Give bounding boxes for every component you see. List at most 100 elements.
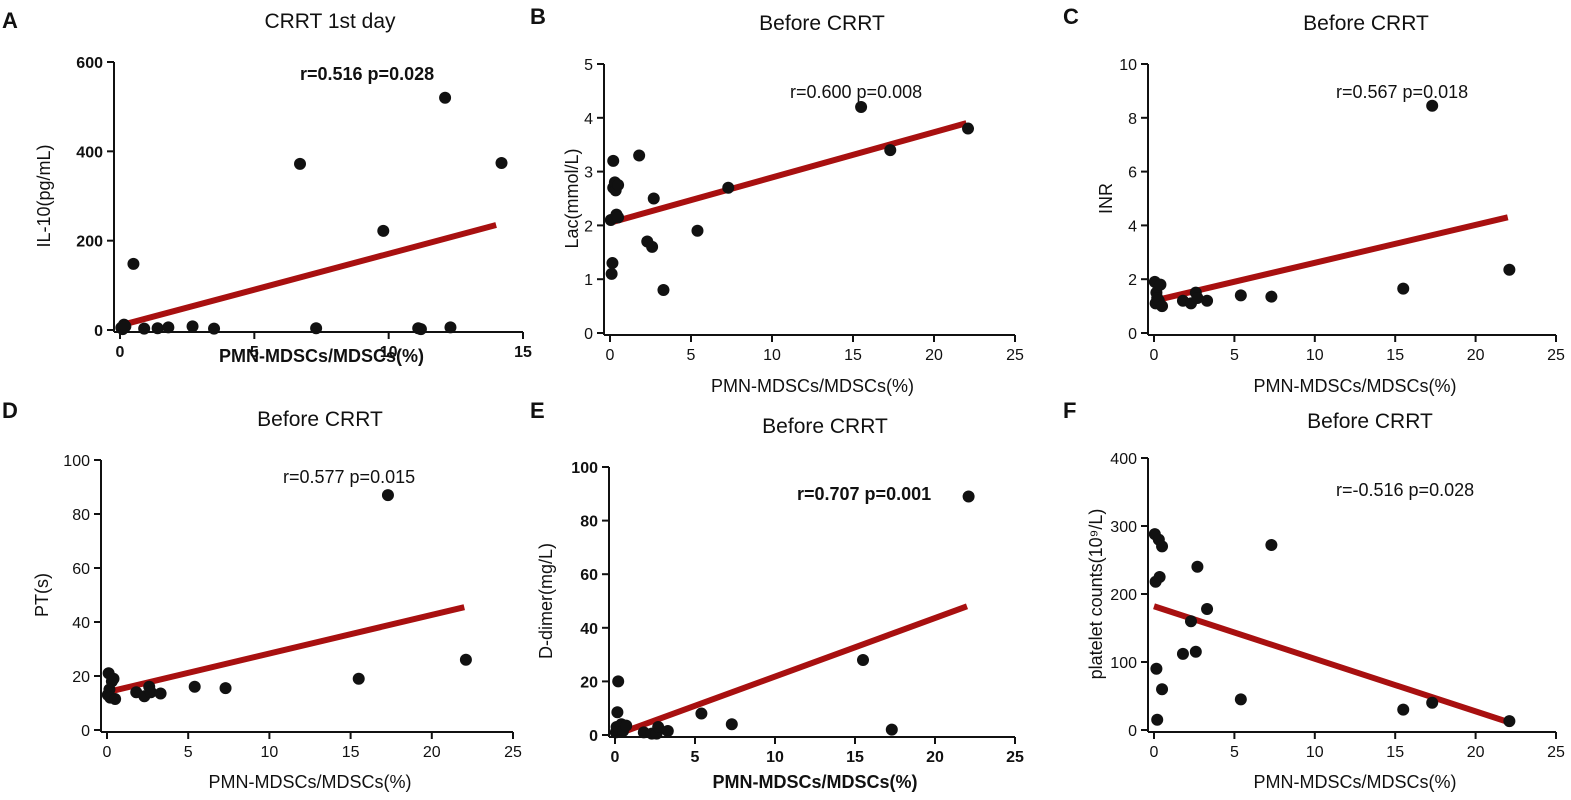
x-tick-label: 10 (763, 347, 781, 364)
data-point (310, 322, 323, 335)
y-tick-label: 60 (580, 567, 598, 584)
y-tick-label: 3 (584, 165, 593, 182)
data-point (612, 211, 625, 224)
data-point (1176, 647, 1189, 660)
panel-e: E Before CRRT 0 20 40 60 80 100 0 5 10 15 20 25 PMN-MD… (530, 398, 1024, 792)
regression-line (609, 120, 968, 226)
data-point (1184, 615, 1197, 628)
panel-letter: B (530, 4, 546, 29)
y-tick-label: 100 (571, 460, 598, 477)
regression-line (106, 604, 465, 696)
x-tick-label: 20 (423, 744, 441, 761)
data-point (188, 680, 201, 693)
data-point (109, 692, 122, 705)
chart-title: CRRT 1st day (264, 10, 396, 33)
x-tick-label: 5 (687, 347, 696, 364)
y-tick-label: 40 (580, 621, 598, 638)
x-axis-label: PMN-MDSCs/MDSCs(%) (1254, 772, 1457, 792)
data-point (661, 724, 674, 737)
data-point (1191, 560, 1204, 573)
y-axis-label: D-dimer(mg/L) (536, 543, 556, 659)
data-point (612, 675, 625, 688)
stats-annotation: r=0.707 p=0.001 (797, 484, 931, 504)
data-point (1397, 703, 1410, 716)
y-tick-label: 0 (81, 723, 90, 740)
y-axis-label: platelet counts(10⁹/L) (1086, 509, 1106, 680)
data-point (1503, 263, 1516, 276)
data-point (633, 149, 646, 162)
y-tick-label: 300 (1110, 519, 1137, 536)
chart-title: Before CRRT (759, 12, 885, 35)
data-point (1151, 713, 1164, 726)
x-tick-label: 15 (514, 344, 532, 361)
x-axis-label: PMN-MDSCs/MDSCs(%) (209, 772, 412, 792)
data-point (219, 682, 232, 695)
y-tick-label: 2 (1128, 272, 1137, 289)
y-tick-label: 40 (72, 615, 90, 632)
regression-line (1153, 214, 1509, 304)
y-tick-label: 100 (63, 453, 90, 470)
y-tick-label: 4 (584, 111, 593, 128)
y-tick-label: 20 (580, 674, 598, 691)
x-tick-label: 5 (1230, 744, 1239, 761)
y-tick-label: 5 (584, 57, 593, 74)
y-tick-label: 80 (72, 507, 90, 524)
panel-letter: A (2, 8, 18, 33)
x-axis-label: PMN-MDSCs/MDSCs(%) (711, 376, 914, 396)
data-point (495, 156, 508, 169)
x-tick-label: 0 (606, 347, 615, 364)
x-tick-label: 0 (103, 744, 112, 761)
y-axis-label: Lac(mmol/L) (562, 148, 582, 248)
y-tick-label: 100 (1110, 655, 1137, 672)
x-tick-label: 25 (1547, 744, 1565, 761)
y-tick-label: 400 (1110, 451, 1137, 468)
y-tick-label: 60 (72, 561, 90, 578)
data-point (611, 706, 624, 719)
y-axis-label: INR (1096, 183, 1116, 214)
data-point (1201, 294, 1214, 307)
data-point (459, 653, 472, 666)
y-tick-label: 4 (1128, 218, 1137, 235)
data-point (657, 283, 670, 296)
data-point (855, 101, 868, 114)
regression-line (613, 603, 969, 738)
data-point (722, 181, 735, 194)
data-point (1234, 289, 1247, 302)
y-tick-label: 0 (1128, 326, 1137, 343)
y-tick-label: 1 (584, 272, 593, 289)
x-axis-label: PMN-MDSCs/MDSCs(%) (1254, 376, 1457, 396)
data-point (119, 320, 132, 333)
data-point (695, 707, 708, 720)
data-point (1234, 693, 1247, 706)
data-point (294, 157, 307, 170)
data-point (691, 224, 704, 237)
chart-title: Before CRRT (762, 415, 888, 438)
stats-annotation: r=0.516 p=0.028 (300, 64, 434, 84)
x-tick-label: 0 (1150, 744, 1159, 761)
x-tick-label: 10 (766, 749, 784, 766)
x-tick-label: 10 (261, 744, 279, 761)
data-point (1156, 300, 1169, 313)
data-point (154, 687, 167, 700)
y-tick-label: 400 (76, 144, 103, 161)
data-point (885, 723, 898, 736)
y-tick-label: 0 (584, 326, 593, 343)
x-tick-label: 10 (1306, 744, 1324, 761)
data-point (1397, 282, 1410, 295)
data-point (151, 322, 164, 335)
x-tick-label: 25 (1006, 749, 1024, 766)
data-point (612, 179, 625, 192)
data-point (1153, 571, 1166, 583)
chart-title: Before CRRT (257, 408, 383, 431)
data-point (352, 672, 365, 685)
stats-annotation: r=0.577 p=0.015 (283, 467, 415, 487)
data-point (1503, 715, 1516, 728)
data-point (1426, 696, 1439, 709)
data-point (144, 686, 157, 699)
y-tick-label: 200 (1110, 587, 1137, 604)
data-point (444, 321, 457, 334)
x-tick-label: 10 (380, 344, 398, 361)
data-point (605, 267, 618, 280)
x-tick-label: 15 (342, 744, 360, 761)
